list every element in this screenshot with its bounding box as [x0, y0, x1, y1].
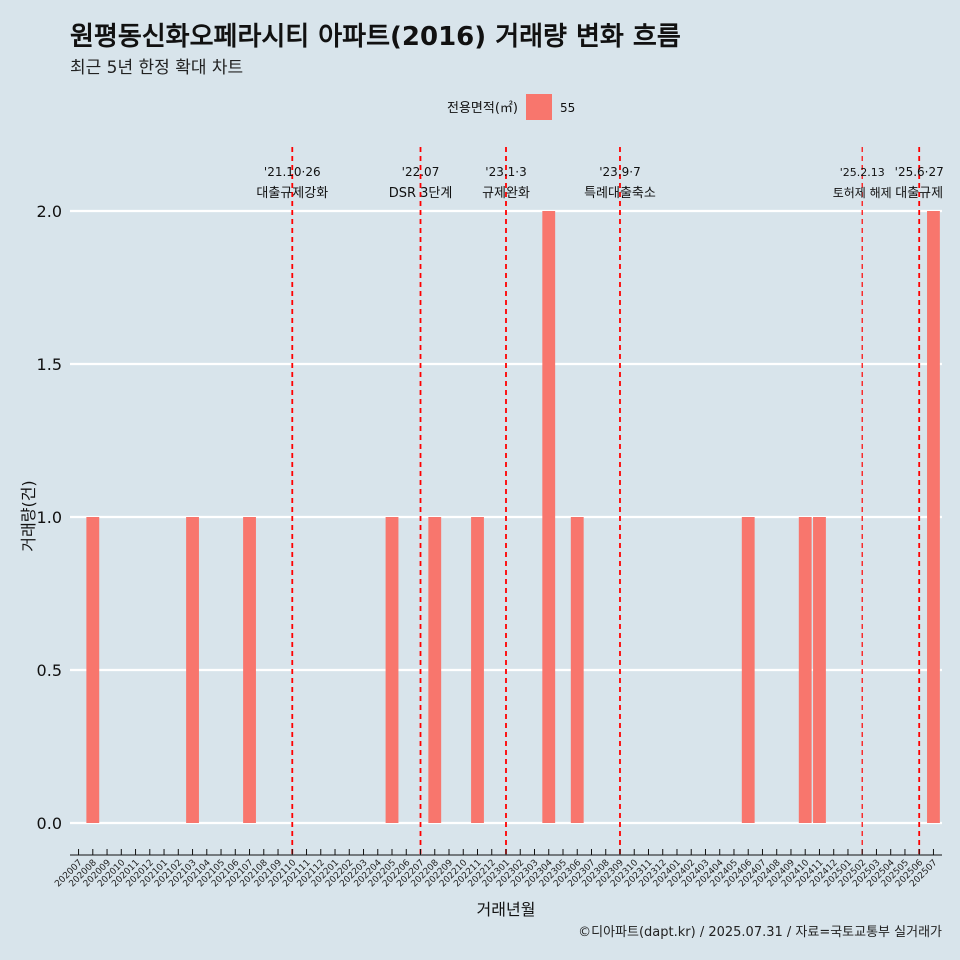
bar: [385, 517, 399, 823]
event-date: '23.9·7: [599, 165, 640, 179]
x-axis: 2020072020082020092020102020112020122021…: [53, 849, 942, 889]
event-date: '21.10·26: [264, 165, 321, 179]
y-tick-label: 0.5: [37, 661, 62, 680]
bar: [570, 517, 584, 823]
y-axis-label: 거래량(건): [19, 480, 38, 551]
event-label: 토허제 해제: [833, 186, 892, 200]
bar: [428, 517, 442, 823]
legend-title: 전용면적(㎡): [447, 101, 518, 116]
bar: [243, 517, 256, 823]
y-tick-label: 1.5: [37, 355, 62, 374]
legend: 전용면적(㎡) 55: [447, 94, 575, 120]
y-tick-label: 0.0: [37, 814, 62, 833]
bar: [186, 517, 199, 823]
bar: [471, 517, 484, 823]
bar: [542, 211, 556, 823]
legend-swatch: [526, 94, 552, 120]
event-label: 규제완화: [482, 186, 530, 201]
event-date: '22.07: [402, 165, 440, 179]
event-date: '25.2.13: [840, 166, 885, 179]
bars: [86, 211, 940, 823]
event-label: DSR 3단계: [389, 186, 453, 201]
x-axis-label: 거래년월: [477, 900, 536, 919]
event-label: 특례대출축소: [584, 186, 656, 201]
bar: [813, 517, 826, 823]
bar: [741, 517, 755, 823]
event-annotations: '21.10·26 대출규제강화 '22.07 DSR 3단계 '23.1·3 규제완화 '…: [256, 165, 943, 201]
bar: [927, 211, 940, 823]
y-axis: 0.0 0.5 1.0 1.5 2.0: [37, 202, 62, 833]
event-label: 대출규제: [895, 186, 943, 201]
bar: [86, 517, 100, 823]
y-tick-label: 1.0: [37, 508, 62, 527]
y-tick-label: 2.0: [37, 202, 62, 221]
chart-title: 원평동신화오페라시티 아파트(2016) 거래량 변화 흐름: [70, 22, 681, 52]
event-date: '25.6·27: [895, 165, 944, 179]
legend-label: 55: [560, 101, 575, 115]
event-lines: [291, 147, 921, 855]
event-label: 대출규제강화: [256, 186, 328, 201]
bar: [798, 517, 812, 823]
event-date: '23.1·3: [485, 165, 526, 179]
footer-credit: ©디아파트(dapt.kr) / 2025.07.31 / 자료=국토교통부 실…: [578, 925, 942, 940]
chart-subtitle: 최근 5년 한정 확대 차트: [70, 58, 244, 78]
